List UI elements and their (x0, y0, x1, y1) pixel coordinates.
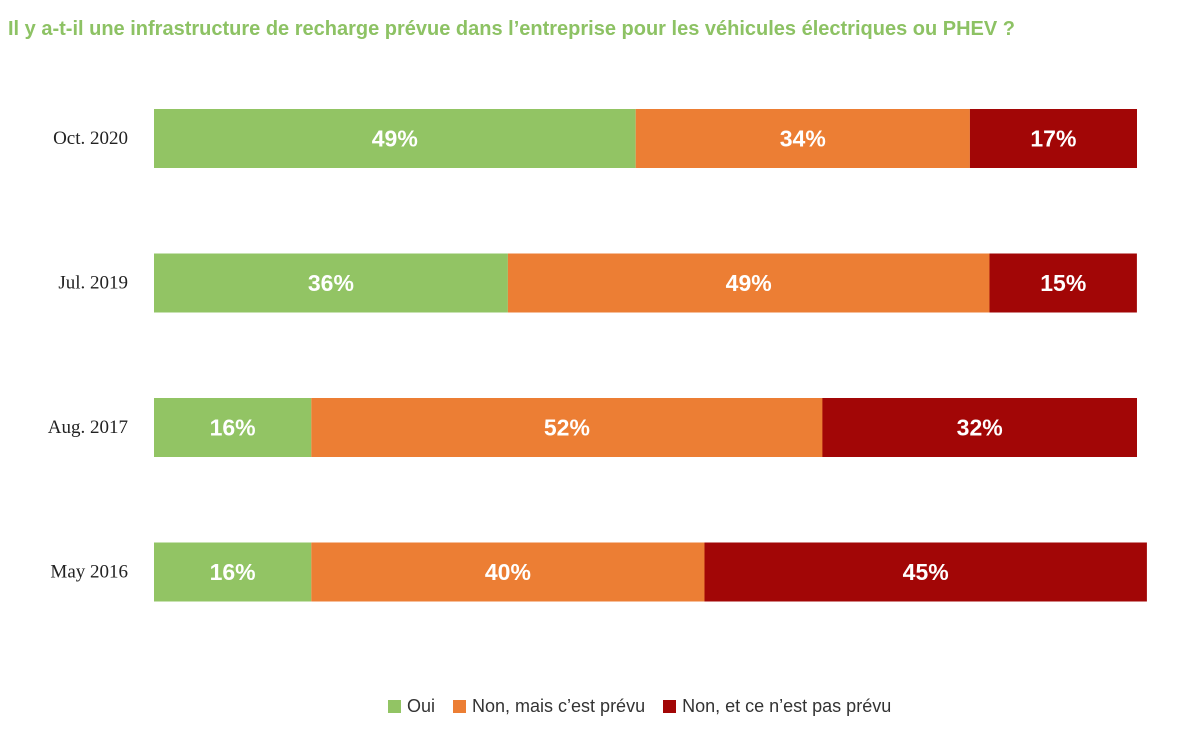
value-label-aug-2017-s1: 52% (544, 415, 590, 441)
category-label-jul-2019: Jul. 2019 (58, 273, 128, 294)
legend-swatch-oui (388, 700, 401, 713)
legend-swatch-non-mais-prevu (453, 700, 467, 713)
value-label-jul-2019-s1: 49% (726, 270, 772, 296)
value-label-oct-2020-s0: 49% (372, 126, 418, 152)
bar-segment-jul-2019-s0 (154, 253, 508, 313)
bar-segment-may-2016-s0 (154, 542, 312, 602)
value-label-jul-2019-s2: 15% (1040, 270, 1086, 296)
category-label-oct-2020: Oct. 2020 (53, 128, 128, 149)
value-label-may-2016-s1: 40% (485, 559, 531, 585)
bar-segment-jul-2019-s2 (989, 253, 1137, 313)
value-label-oct-2020-s2: 17% (1030, 126, 1076, 152)
bar-segment-aug-2017-s1 (311, 398, 823, 457)
legend-label-oui: Oui (407, 696, 436, 716)
value-label-jul-2019-s0: 36% (308, 270, 354, 296)
legend-swatch-non-pas-prevu (663, 700, 677, 713)
bar-segment-aug-2017-s2 (822, 398, 1137, 457)
bar-segment-oct-2020-s1 (635, 109, 970, 168)
bar-segment-aug-2017-s0 (154, 398, 312, 457)
bar-segment-oct-2020-s0 (154, 109, 636, 168)
legend-label-non-pas-prevu: Non, et ce n’est pas prévu (682, 696, 892, 716)
value-label-may-2016-s0: 16% (210, 559, 256, 585)
category-label-aug-2017: Aug. 2017 (48, 417, 128, 438)
bar-segment-oct-2020-s2 (969, 109, 1137, 168)
category-label-may-2016: May 2016 (50, 562, 128, 583)
bar-segment-may-2016-s2 (704, 542, 1147, 602)
legend-item-non-mais-prevu: Non, mais c’est prévu (453, 696, 645, 717)
legend-item-oui: Oui (388, 696, 435, 717)
value-label-aug-2017-s2: 32% (957, 415, 1003, 441)
value-label-aug-2017-s0: 16% (210, 415, 256, 441)
value-label-may-2016-s2: 45% (903, 559, 949, 585)
chart-title: Il y a-t-il une infrastructure de rechar… (8, 18, 1015, 40)
legend-item-non-pas-prevu: Non, et ce n’est pas prévu (663, 696, 891, 717)
value-label-oct-2020-s1: 34% (780, 126, 826, 152)
legend-label-non-mais-prevu: Non, mais c’est prévu (472, 696, 646, 716)
bar-segment-jul-2019-s1 (507, 253, 990, 313)
chart-legend: Oui Non, mais c’est prévu Non, et ce n’e… (388, 696, 909, 717)
bar-segment-may-2016-s1 (311, 542, 705, 602)
